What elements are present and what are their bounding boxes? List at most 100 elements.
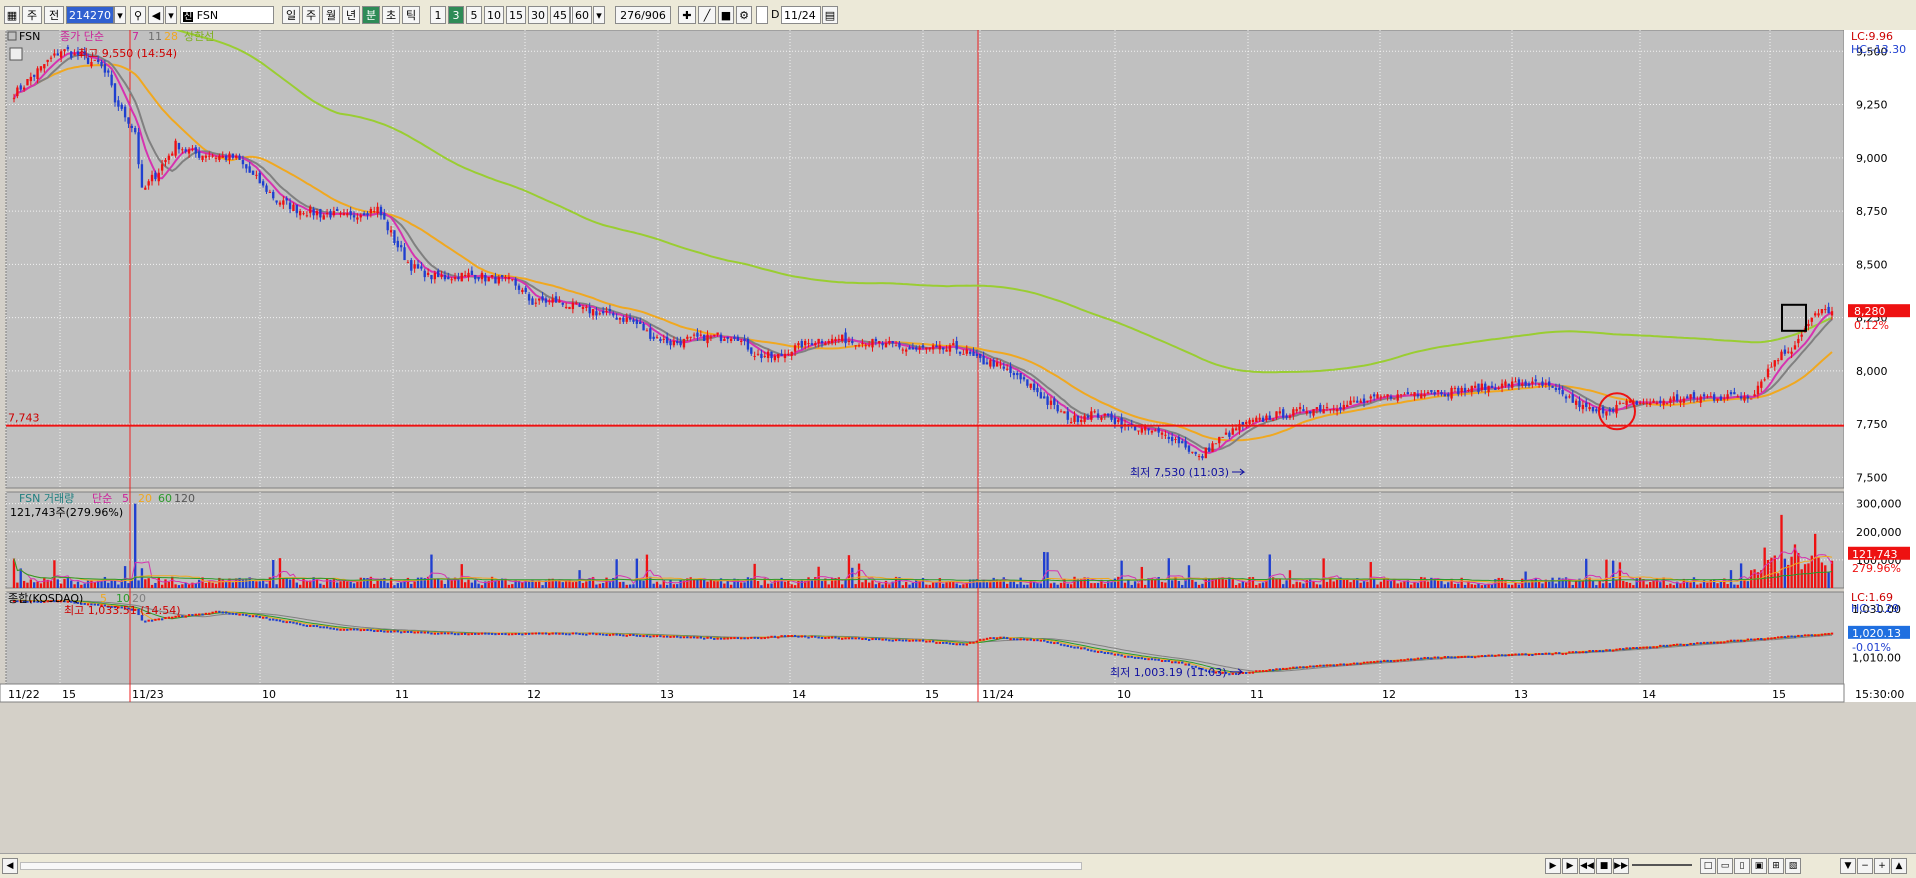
scroll-right-icon[interactable]: ▶ <box>1545 858 1561 874</box>
kosdaq-candle <box>649 635 652 638</box>
scrollbar[interactable]: ◀ ▶ ▶ ◀◀ ■ ▶▶ □ ▭ ▯ ▣ ⊞ ▧ ▼ − + ▲ <box>0 853 1916 878</box>
kosdaq-candle <box>80 602 83 605</box>
interval-45[interactable]: 45 <box>550 6 570 24</box>
expand-icon[interactable]: ▲ <box>1891 858 1907 874</box>
candle-body <box>484 274 487 282</box>
candle-body <box>585 306 588 308</box>
kosdaq-candle <box>1830 632 1834 635</box>
tab-2[interactable]: 월 <box>322 6 340 24</box>
date-input[interactable]: 11/24 <box>781 6 821 24</box>
kosdaq-candle <box>463 632 467 635</box>
tab-3[interactable]: 년 <box>342 6 360 24</box>
candle-body <box>975 353 979 356</box>
code-dropdown-icon[interactable]: ▾ <box>114 6 126 24</box>
prev-button[interactable]: 전 <box>44 6 64 24</box>
scroll-track[interactable] <box>20 862 1082 870</box>
layout-icon-5[interactable]: ⊞ <box>1768 858 1784 874</box>
tab-0[interactable]: 일 <box>282 6 300 24</box>
line-tool-icon[interactable]: ╱ <box>698 6 716 24</box>
candle-body <box>763 355 766 357</box>
save-icon[interactable]: ■ <box>718 6 734 24</box>
tab-4[interactable]: 분 <box>362 6 380 24</box>
zoom-out-icon[interactable]: − <box>1857 858 1873 874</box>
candle-body <box>1426 392 1430 394</box>
kosdaq-candle <box>1268 669 1271 672</box>
candle-body <box>191 149 194 151</box>
kosdaq-candle <box>123 607 127 610</box>
period-selector[interactable]: 주 <box>22 6 42 24</box>
settings-icon[interactable]: ⚙ <box>736 6 752 24</box>
speaker-dropdown-icon[interactable]: ▾ <box>165 6 177 24</box>
kosdaq-candle <box>1302 666 1305 669</box>
layout-icon-6[interactable]: ▧ <box>1785 858 1801 874</box>
stop-icon[interactable]: ■ <box>1596 858 1612 874</box>
interval-60[interactable]: 60 <box>572 6 592 24</box>
candle-body <box>1241 421 1245 427</box>
panel-bg-1 <box>5 491 1845 589</box>
date-checkbox[interactable] <box>756 6 768 24</box>
volume-bar <box>1686 580 1689 588</box>
volume-bar <box>568 579 571 588</box>
x-end-time: 15:30:00 <box>1855 688 1904 701</box>
layout-icon-2[interactable]: ▭ <box>1717 858 1733 874</box>
layout-icon-3[interactable]: ▯ <box>1734 858 1750 874</box>
interval-1[interactable]: 1 <box>430 6 446 24</box>
volume-bar <box>989 581 992 588</box>
interval-10[interactable]: 10 <box>484 6 504 24</box>
candle-body <box>881 343 884 346</box>
kosdaq-candle <box>1393 660 1396 663</box>
kosdaq-candle <box>1197 667 1201 670</box>
zoom-slider[interactable] <box>1632 864 1692 866</box>
search-icon[interactable]: ⚲ <box>130 6 146 24</box>
interval-15[interactable]: 15 <box>506 6 526 24</box>
crosshair-icon[interactable]: ✚ <box>678 6 696 24</box>
volume-bar <box>982 579 985 588</box>
play-icon[interactable]: ▶ <box>1562 858 1578 874</box>
forward-icon[interactable]: ▶▶ <box>1613 858 1629 874</box>
scroll-left-icon[interactable]: ◀ <box>2 858 18 874</box>
tab-1[interactable]: 주 <box>302 6 320 24</box>
volume-bar <box>322 584 325 588</box>
zoom-in-icon[interactable]: + <box>1874 858 1890 874</box>
interval-30[interactable]: 30 <box>528 6 548 24</box>
candle-body <box>46 59 49 62</box>
tab-5[interactable]: 초 <box>382 6 400 24</box>
kosdaq-candle <box>1803 634 1807 637</box>
candle-body <box>362 213 366 216</box>
candle-body <box>440 274 443 278</box>
interval-dropdown-icon[interactable]: ▾ <box>593 6 605 24</box>
kosdaq-candle <box>1399 659 1403 662</box>
code-input[interactable]: 214270 <box>66 6 114 24</box>
interval-5[interactable]: 5 <box>466 6 482 24</box>
tab-6[interactable]: 틱 <box>402 6 420 24</box>
volume-bar <box>386 582 389 588</box>
menu-icon[interactable]: ▦ <box>4 6 20 24</box>
kosdaq-candle <box>544 632 548 635</box>
volume-bar <box>945 582 948 588</box>
kosdaq-candle <box>447 632 450 635</box>
speaker-icon[interactable]: ◀ <box>148 6 164 24</box>
candle-body <box>605 311 608 313</box>
volume-bar <box>561 582 564 588</box>
chart-area[interactable]: 11/22 15 11/23 10 11 12 13 14 15 11/24 10 11 12 13 14 1… <box>0 30 1916 853</box>
rewind-icon[interactable]: ◀◀ <box>1579 858 1595 874</box>
interval-3[interactable]: 3 <box>448 6 464 24</box>
candle-body <box>1184 441 1187 448</box>
vol-legend-name: FSN 거래량 <box>19 492 74 505</box>
volume-bar <box>241 579 245 588</box>
kosdaq-candle <box>1329 664 1332 667</box>
calendar-icon[interactable]: ▤ <box>822 6 838 24</box>
layout-icon-1[interactable]: □ <box>1700 858 1716 874</box>
candle-body <box>470 270 474 275</box>
candle-body <box>541 296 544 301</box>
kosdaq-candle <box>298 623 302 626</box>
volume-bar <box>662 580 665 588</box>
upper-band-line <box>173 30 1833 374</box>
kosdaq-candle <box>22 600 26 603</box>
kosdaq-candle <box>1093 650 1096 653</box>
scroll-down-icon[interactable]: ▼ <box>1840 858 1856 874</box>
layout-icon-4[interactable]: ▣ <box>1751 858 1767 874</box>
candle-body <box>891 341 894 344</box>
kosdaq-candle <box>1524 653 1527 656</box>
name-field[interactable]: 신 FSN <box>180 6 274 24</box>
